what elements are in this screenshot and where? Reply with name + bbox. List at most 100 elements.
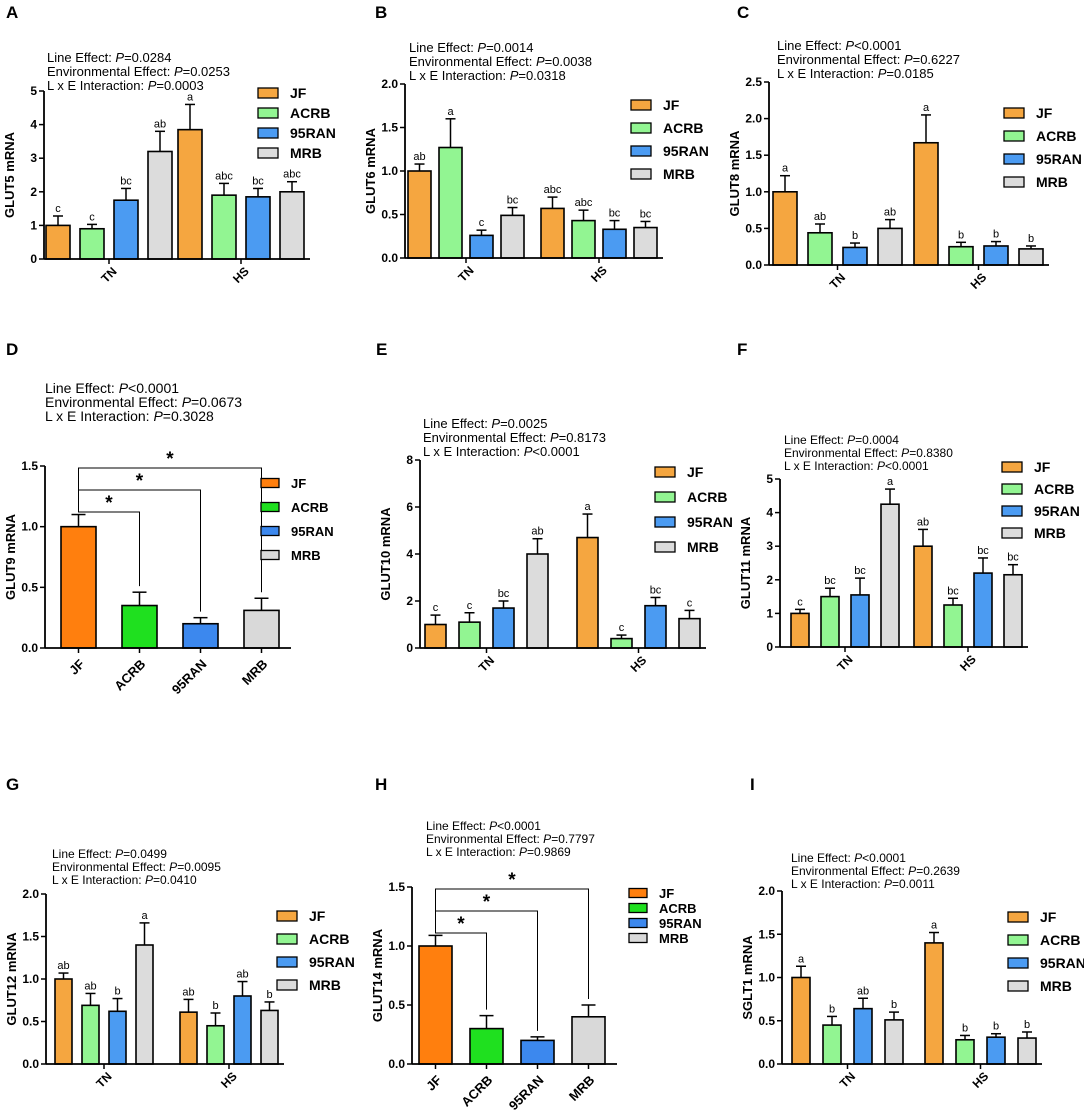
y-tick-label: 1.5: [388, 880, 405, 894]
legend-label: ACRB: [290, 105, 330, 121]
legend-label: ACRB: [1036, 128, 1076, 144]
stats-line: Line Effect: P=0.0499: [52, 847, 167, 861]
y-tick-label: 2.5: [745, 75, 762, 89]
bar-MRB: [571, 1015, 606, 1065]
legend-swatch-ACRB: [260, 501, 280, 513]
legend-label: JF: [1034, 459, 1051, 475]
significance-star: *: [136, 471, 144, 492]
y-axis-label: GLUT6 mRNA: [363, 127, 378, 214]
significance-letter: a: [931, 920, 938, 932]
y-tick-label: 0.5: [388, 998, 405, 1012]
y-tick-label: 1.5: [22, 930, 39, 944]
stats-line: L x E Interaction: P<0.0001: [423, 444, 580, 459]
bar-JF: [418, 945, 453, 1065]
legend-swatch-JF: [1003, 107, 1025, 119]
y-tick-label: 0.0: [22, 1057, 39, 1071]
significance-letter: c: [55, 203, 61, 215]
y-tick-label: 1.0: [758, 971, 775, 985]
bar-MRB: [884, 1019, 904, 1065]
legend-label: ACRB: [663, 120, 703, 136]
x-tick-label: 95RAN: [169, 656, 210, 697]
significance-letter: c: [89, 211, 95, 223]
bar-JF: [913, 141, 939, 266]
legend-label: JF: [663, 97, 680, 113]
bar-MRB: [1017, 1037, 1037, 1065]
y-tick-label: 0: [406, 641, 413, 655]
x-tick-label: MRB: [566, 1072, 598, 1104]
y-tick-label: 0.5: [21, 580, 38, 594]
legend-swatch-MRB: [1001, 527, 1023, 539]
y-tick-label: 5: [766, 472, 773, 486]
stats-line: Line Effect: P=0.0025: [423, 416, 547, 431]
legend-label: JF: [1036, 105, 1053, 121]
bar-MRB: [135, 944, 154, 1065]
legend-label: JF: [1040, 909, 1057, 925]
significance-star: *: [483, 892, 491, 913]
legend-label: JF: [290, 85, 307, 101]
y-tick-label: 5: [30, 84, 37, 98]
stats-line: Line Effect: P=0.0014: [409, 40, 533, 55]
bar-95RAN: [850, 594, 870, 648]
y-axis-label: GLUT14 mRNA: [370, 928, 385, 1022]
bar-95RAN: [602, 228, 627, 259]
y-tick-label: 1.0: [22, 972, 39, 986]
bar-JF: [772, 191, 798, 266]
bar-MRB: [1018, 248, 1044, 266]
legend-label: JF: [291, 476, 306, 491]
x-tick-label: MRB: [239, 656, 271, 688]
significance-letter: ab: [154, 118, 166, 130]
y-tick-label: 2.0: [745, 112, 762, 126]
bar-MRB: [633, 226, 658, 259]
y-tick-label: 4: [406, 547, 413, 561]
legend-label: MRB: [659, 931, 689, 946]
stats-line: Environmental Effect: P=0.0253: [47, 64, 230, 79]
legend-label: ACRB: [659, 901, 697, 916]
legend-swatch-MRB: [1003, 176, 1025, 188]
legend-swatch-JF: [1007, 911, 1029, 923]
y-axis-label: GLUT8 mRNA: [727, 130, 742, 217]
y-tick-label: 2.0: [381, 77, 398, 91]
legend-label: 95RAN: [1036, 151, 1082, 167]
stats-line: Environmental Effect: P=0.8380: [784, 446, 953, 460]
legend-label: MRB: [291, 548, 321, 563]
legend-label: 95RAN: [687, 514, 733, 530]
bar-JF: [179, 1011, 198, 1065]
y-tick-label: 2.0: [758, 884, 775, 898]
significance-letter: c: [797, 596, 803, 608]
y-tick-label: 3: [30, 151, 37, 165]
bar-MRB: [678, 617, 701, 649]
y-tick-label: 6: [406, 500, 413, 514]
legend-swatch-95RAN: [630, 145, 652, 157]
stats-line: Line Effect: P<0.0001: [45, 380, 179, 396]
legend-swatch-ACRB: [654, 491, 676, 503]
significance-letter: a: [187, 91, 194, 103]
significance-letter: c: [433, 602, 439, 614]
bar-JF: [177, 128, 203, 260]
y-tick-label: 1.5: [758, 927, 775, 941]
bar-95RAN: [245, 196, 271, 260]
legend-label: MRB: [1034, 525, 1066, 541]
legend-label: 95RAN: [663, 143, 709, 159]
legend-swatch-95RAN: [628, 917, 648, 929]
y-tick-label: 0.5: [758, 1014, 775, 1028]
bar-95RAN: [492, 607, 515, 649]
bar-95RAN: [469, 234, 494, 259]
x-tick-label: ACRB: [111, 656, 148, 693]
significance-letter: a: [447, 106, 454, 118]
bar-MRB: [147, 150, 173, 260]
panel-letter: H: [375, 775, 387, 794]
bar-ACRB: [943, 604, 963, 648]
y-tick-label: 1: [766, 606, 773, 620]
legend-label: MRB: [309, 977, 341, 993]
stats-line: Environmental Effect: P=0.0095: [52, 860, 221, 874]
legend-swatch-JF: [628, 887, 648, 899]
significance-letter: c: [687, 597, 693, 609]
significance-letter: bc: [947, 585, 959, 597]
significance-letter: a: [782, 163, 789, 175]
bar-ACRB: [79, 227, 105, 260]
legend-swatch-ACRB: [276, 933, 298, 945]
